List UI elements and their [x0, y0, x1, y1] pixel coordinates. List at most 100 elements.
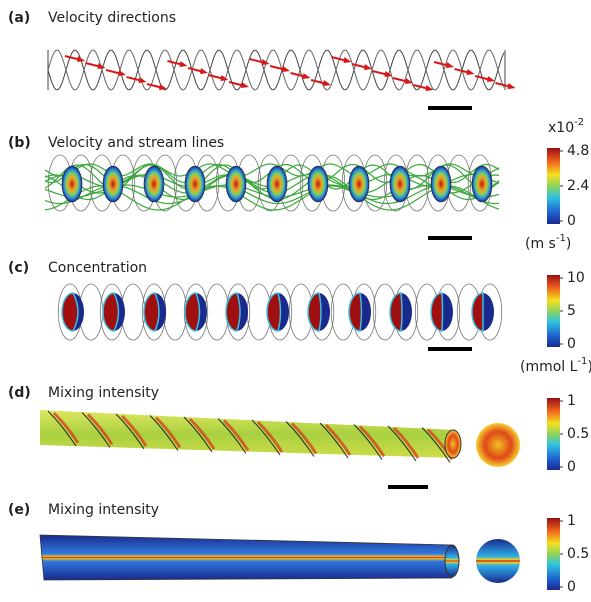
helix-ridge [285, 421, 315, 457]
cross-section-disk [476, 423, 520, 467]
colorbar-tick-label: 0 [567, 579, 576, 595]
cross-section [184, 165, 206, 203]
scale-bar [388, 485, 428, 489]
mixing-band [154, 416, 182, 449]
arrow-head [487, 76, 495, 82]
arrow-head [97, 63, 106, 69]
arrow-head [118, 70, 126, 76]
colorbar-unit-exponent: -1 [577, 356, 587, 367]
tube [39, 534, 453, 581]
arrow-head [384, 71, 393, 77]
arrow-head [343, 57, 352, 63]
arrow-head [425, 85, 434, 91]
colorbar-tick-label: 5 [567, 303, 576, 319]
mixing-band [290, 422, 318, 455]
arrow-head [507, 83, 516, 89]
mixing-band [86, 413, 114, 446]
colorbar-unit: (m s-1) [525, 233, 571, 252]
colorbar-tick-label: 4.8 [567, 143, 589, 159]
helix-ridge [115, 413, 145, 450]
helix-ridge [353, 424, 383, 460]
tube [40, 410, 455, 458]
panel-label: (a) [8, 10, 30, 26]
tube-end [444, 544, 460, 578]
helix-loop [162, 283, 188, 341]
mixing-band [358, 425, 386, 458]
mixing-band [188, 417, 216, 450]
mixing-band [324, 423, 352, 456]
colorbar-tick-label: 0 [567, 459, 576, 475]
helix-ridge [251, 419, 281, 456]
cross-section [61, 165, 83, 203]
helix-line [47, 49, 505, 91]
panel-label: (c) [8, 260, 29, 276]
colorbar-multiplier-exponent: -2 [574, 117, 584, 128]
cross-section-half [143, 292, 160, 332]
arrow-head [200, 68, 208, 74]
colorbar-tick-label: 1 [567, 513, 576, 529]
colorbar [547, 518, 560, 590]
mixing-band [52, 411, 80, 444]
helix-ridge [217, 418, 247, 454]
cross-section-half [266, 292, 282, 332]
helix-line [47, 49, 505, 91]
cross-section-half [471, 292, 484, 332]
arrow-head [302, 73, 311, 79]
cross-section [307, 165, 329, 203]
colorbar-unit-end: ) [566, 236, 571, 252]
panel-title: Mixing intensity [48, 502, 159, 518]
helix-ridge [421, 427, 451, 463]
cross-section [348, 165, 370, 203]
illustrations [39, 49, 520, 583]
scale-bar [428, 106, 472, 110]
arrow-head [405, 78, 413, 84]
colorbar-unit-text: (mmol L [520, 359, 578, 375]
panel-label: (b) [8, 135, 31, 151]
panel-label: (e) [8, 502, 30, 518]
tube-end [444, 429, 462, 459]
colorbar [547, 148, 560, 224]
helix-ridge [387, 425, 417, 462]
mixing-band [392, 426, 420, 459]
panel-title: Concentration [48, 260, 147, 276]
colorbar-tick-label: 0 [567, 213, 576, 229]
helix-ridge [183, 416, 213, 453]
cross-section-half [430, 292, 444, 332]
helix-loop [204, 283, 230, 341]
arrow-head [446, 62, 454, 68]
colorbar-unit-text: (m s [525, 236, 556, 252]
arrow-head [282, 66, 290, 72]
cross-section [430, 165, 452, 203]
helix-ridge [149, 415, 179, 451]
cross-section [102, 165, 124, 203]
colorbar-unit-end: ) [587, 359, 591, 375]
colorbar-multiplier: x10-2 [548, 117, 584, 136]
cross-section [471, 165, 493, 203]
cross-section-half [348, 292, 363, 332]
panel-title: Velocity directions [48, 10, 176, 26]
cross-section-half [61, 292, 79, 332]
scale-bar [428, 347, 472, 351]
colorbar-tick-label: 0.5 [567, 546, 589, 562]
helix-ridge [81, 412, 111, 448]
cross-section [266, 165, 288, 203]
arrow-head [323, 80, 331, 86]
arrow-head [466, 69, 475, 75]
colorbar-unit-exponent: -1 [556, 233, 566, 244]
arrow-head [77, 56, 85, 62]
colorbar-tick-label: 10 [567, 270, 585, 286]
arrow-head [159, 84, 167, 90]
cross-section-half [389, 292, 403, 332]
colorbar-tick-label: 0 [567, 336, 576, 352]
colorbar-multiplier-text: x10 [548, 120, 574, 136]
colorbar-tick-label: 0.5 [567, 426, 589, 442]
helix-loop [183, 283, 209, 341]
helix-ridge [319, 422, 349, 459]
panel-title: Mixing intensity [48, 385, 159, 401]
arrow-head [241, 82, 249, 88]
cross-section [225, 165, 247, 203]
cross-section [389, 165, 411, 203]
cross-section-half [225, 292, 241, 332]
arrow-head [179, 61, 188, 67]
